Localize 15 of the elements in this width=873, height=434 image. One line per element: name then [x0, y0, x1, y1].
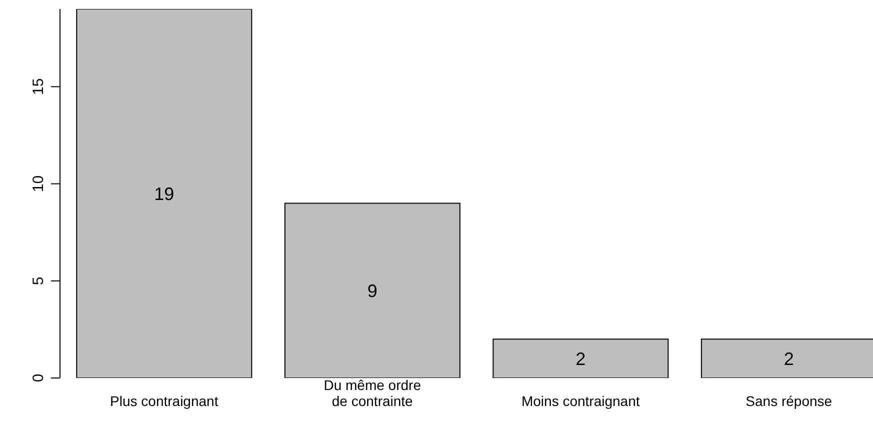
data-label: 2	[576, 348, 586, 369]
y-tick-label: 15	[30, 78, 47, 96]
bar	[492, 338, 669, 378]
bar	[284, 202, 460, 378]
x-tick-label: Du même ordre de contrainte	[324, 377, 422, 409]
x-tick-label: Plus contraignant	[110, 393, 218, 409]
bar	[76, 9, 252, 378]
y-tick-label: 10	[30, 175, 47, 192]
data-label: 19	[154, 184, 174, 204]
x-tick-label: Sans réponse	[746, 393, 832, 409]
data-label: 9	[367, 280, 378, 301]
y-tick-label: 0	[30, 374, 47, 382]
y-tick-label: 5	[30, 276, 47, 286]
x-tick-label: Moins contraignant	[521, 393, 640, 409]
data-label: 2	[784, 348, 794, 369]
